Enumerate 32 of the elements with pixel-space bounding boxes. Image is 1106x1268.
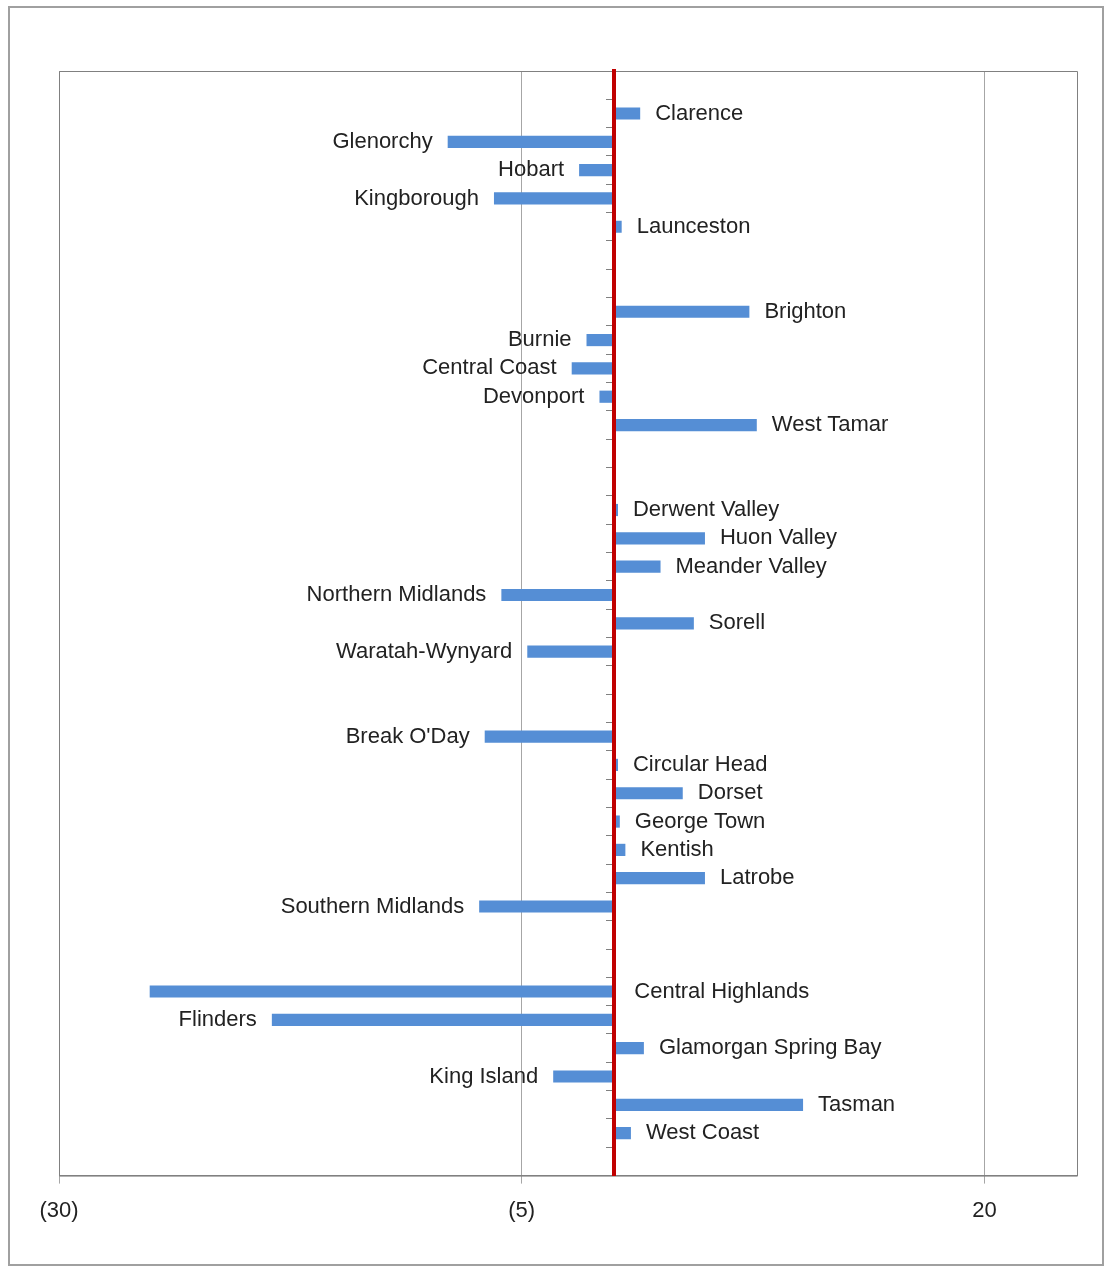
y-tick-label: George Town: [634, 807, 766, 833]
y-tick-label: Latrobe: [719, 864, 795, 890]
y-tick-label: Burnie: [507, 326, 572, 352]
y-tick-label: Meander Valley: [675, 552, 827, 578]
y-tick-label: Central Highlands: [634, 977, 810, 1003]
x-tick-label: (30): [39, 1196, 79, 1222]
y-tick-label: Brighton: [764, 297, 847, 323]
y-tick-label: Glenorchy: [332, 127, 433, 153]
x-tick-label: (5): [508, 1196, 536, 1222]
y-tick-label: West Tamar: [771, 411, 889, 437]
y-tick-label: Glamorgan Spring Bay: [658, 1034, 882, 1060]
y-tick-label: Derwent Valley: [632, 496, 780, 522]
y-tick-label: Dorset: [697, 779, 763, 805]
y-tick-label: Clarence: [655, 99, 744, 125]
y-tick-label: Southern Midlands: [280, 892, 465, 918]
y-tick-label: Kingborough: [354, 184, 479, 210]
y-tick-label: West Coast: [645, 1119, 760, 1145]
y-tick-label: Devonport: [482, 382, 585, 408]
x-tick-label: 20: [972, 1196, 997, 1222]
y-tick-label: Flinders: [178, 1005, 257, 1031]
y-tick-label: Launceston: [636, 212, 751, 238]
y-tick-label: Circular Head: [632, 750, 768, 776]
y-tick-label: Central Coast: [422, 354, 557, 380]
y-tick-label: King Island: [429, 1062, 539, 1088]
y-tick-label: Huon Valley: [719, 524, 837, 550]
y-tick-label: Hobart: [498, 156, 565, 182]
y-tick-label: Northern Midlands: [306, 581, 487, 607]
y-tick-label: Tasman: [818, 1090, 896, 1116]
y-tick-label: Kentish: [640, 835, 714, 861]
y-tick-label: Break O'Day: [345, 722, 470, 748]
y-tick-label: Waratah-Wynyard: [336, 637, 513, 663]
y-tick-label: Sorell: [708, 609, 766, 635]
